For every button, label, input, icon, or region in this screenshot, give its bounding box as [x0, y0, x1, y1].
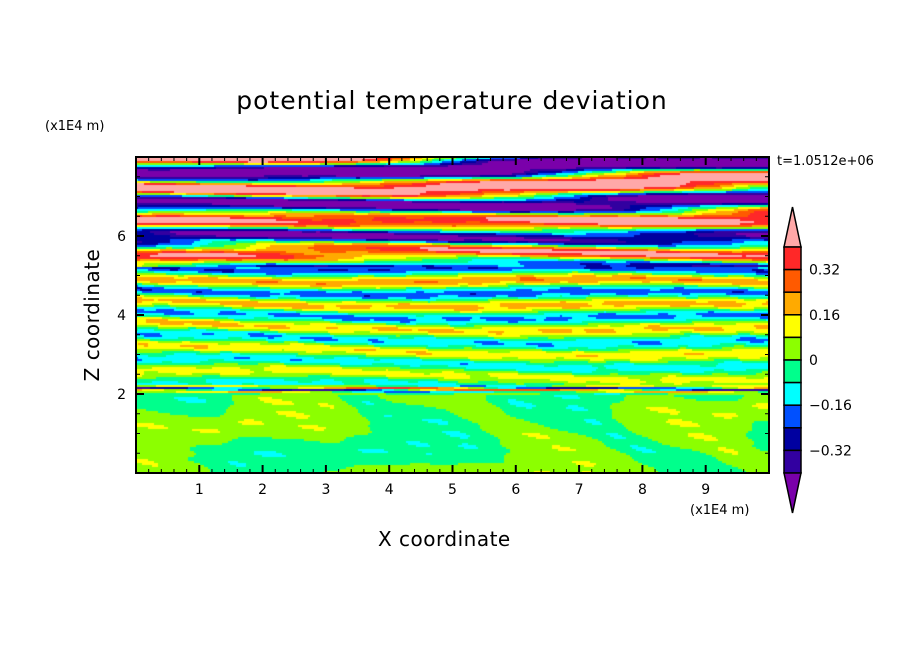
colorbar-tick-label: −0.16 [809, 398, 852, 414]
colorbar-tick-label: −0.32 [809, 443, 852, 459]
x-tick-label: 8 [638, 482, 647, 498]
colorbar-bin [783, 291, 802, 316]
y-tick-label: 2 [117, 387, 126, 403]
colorbar-extend-min [783, 472, 802, 514]
y-tick-label: 6 [117, 229, 126, 245]
colorbar-bin [783, 314, 802, 339]
x-tick-label: 9 [701, 482, 710, 498]
plot-frame [135, 156, 770, 474]
x-tick-label: 7 [575, 482, 584, 498]
colorbar-bin [783, 268, 802, 293]
colorbar-bin [783, 404, 802, 429]
x-unit-label: (x1E4 m) [690, 503, 750, 518]
colorbar-bin [783, 427, 802, 452]
colorbar-bin [783, 246, 802, 271]
x-tick-label: 5 [448, 482, 457, 498]
colorbar-tick-label: 0.32 [809, 263, 840, 279]
x-tick-label: 2 [258, 482, 267, 498]
x-tick-label: 6 [511, 482, 520, 498]
time-label: t=1.0512e+06 [777, 154, 874, 169]
colorbar-bin [783, 381, 802, 406]
x-tick-label: 1 [195, 482, 204, 498]
colorbar-extend-max [783, 206, 802, 248]
chart-title: potential temperature deviation [236, 86, 668, 115]
colorbar-tick-label: 0.16 [809, 308, 840, 324]
contour-field [136, 157, 769, 473]
x-axis-label: X coordinate [378, 527, 511, 551]
x-tick-label: 3 [321, 482, 330, 498]
y-tick-label: 4 [117, 308, 126, 324]
colorbar-bin [783, 449, 802, 474]
y-unit-label: (x1E4 m) [45, 119, 105, 134]
colorbar-bin [783, 336, 802, 361]
colorbar-bin [783, 359, 802, 384]
colorbar-tick-label: 0 [809, 353, 818, 369]
x-tick-label: 4 [385, 482, 394, 498]
